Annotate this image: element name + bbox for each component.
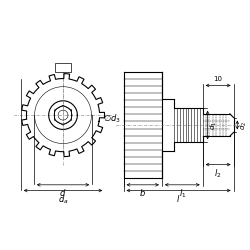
Text: $l_2$: $l_2$ [214, 167, 222, 179]
Text: $d_1$: $d_1$ [209, 120, 219, 130]
Text: $d_2$: $d_2$ [238, 120, 249, 130]
Text: $d_a$: $d_a$ [58, 194, 68, 206]
Text: 10: 10 [214, 76, 222, 82]
Text: $d$: $d$ [59, 187, 67, 198]
Text: $b$: $b$ [139, 187, 146, 198]
Text: $l_1$: $l_1$ [178, 187, 186, 200]
Text: sw: sw [58, 65, 68, 71]
Text: $l$: $l$ [176, 194, 181, 204]
FancyBboxPatch shape [55, 64, 71, 72]
Text: $\varnothing d_3$: $\varnothing d_3$ [103, 112, 121, 125]
